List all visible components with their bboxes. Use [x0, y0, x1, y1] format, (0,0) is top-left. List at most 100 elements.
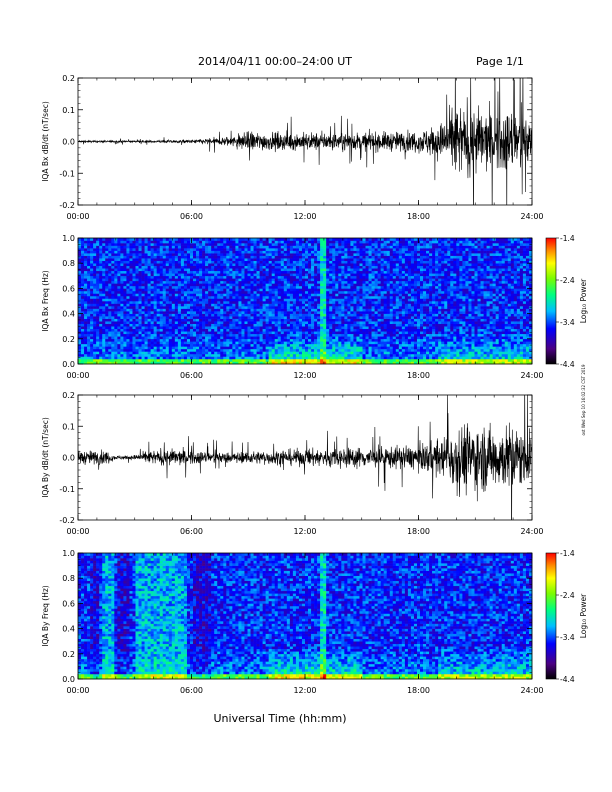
spectrogram-cell [120, 238, 124, 241]
spectrogram-cell [81, 311, 85, 314]
spectrogram-cell [311, 336, 315, 340]
spectrogram-cell [317, 343, 321, 347]
spectrogram-cell [280, 255, 285, 259]
spectrogram-cell [99, 306, 103, 309]
spectrogram-cell [102, 358, 106, 362]
spectrogram-cell [335, 308, 339, 312]
spectrogram-cell [347, 318, 351, 322]
spectrogram-cell [90, 250, 94, 254]
spectrogram-cell [301, 265, 306, 269]
spectrogram-cell [211, 290, 215, 294]
spectrogram-cell [162, 311, 167, 314]
spectrogram-cell [244, 343, 248, 347]
spectrogram-cell [250, 358, 254, 362]
spectrogram-cell [214, 336, 218, 340]
spectrogram-cell [90, 348, 94, 352]
spectrogram-cell [177, 275, 182, 279]
spectrogram-cell [289, 346, 294, 350]
spectrogram-cell [84, 301, 88, 304]
spectrogram-cell [286, 353, 291, 357]
spectrogram-cell [241, 245, 245, 249]
spectrogram-cell [289, 265, 294, 269]
spectrogram-cell [317, 346, 321, 350]
spectrogram-cell [159, 316, 164, 319]
spectrogram-cell [347, 333, 351, 337]
spectrogram-cell [371, 336, 375, 340]
spectrogram-cell [244, 301, 248, 304]
spectrogram-cell [90, 308, 94, 312]
spectrogram-cell [298, 298, 303, 302]
spectrogram-cell [262, 316, 266, 319]
spectrogram-cell [326, 283, 330, 287]
spectrogram-cell [205, 323, 209, 327]
spectrogram-cell [305, 326, 309, 330]
spectrogram-cell [277, 361, 282, 365]
spectrogram-cell [292, 288, 297, 292]
spectrogram-cell [193, 280, 197, 284]
spectrogram-cell [99, 338, 103, 342]
spectrogram-cell [314, 328, 318, 332]
spectrogram-cell [232, 333, 236, 337]
spectrogram-cell [335, 318, 339, 322]
spectrogram-cell [168, 255, 173, 259]
spectrogram-cell [117, 316, 121, 319]
spectrogram-cell [371, 318, 375, 322]
spectrogram-cell [150, 323, 154, 327]
spectrogram-cell [168, 306, 173, 309]
spectrogram-cell [159, 275, 164, 279]
spectrogram-cell [120, 270, 124, 274]
spectrogram-cell [117, 273, 121, 277]
spectrogram-cell [232, 293, 236, 297]
spectrogram-cell [102, 306, 106, 309]
spectrogram-cell [226, 326, 230, 330]
spectrogram-cell [365, 250, 369, 254]
spectrogram-cell [286, 328, 291, 332]
spectrogram-cell [162, 280, 167, 284]
spectrogram-cell [356, 331, 360, 335]
spectrogram-cell [96, 308, 100, 312]
spectrogram-cell [265, 265, 269, 269]
spectrogram-cell [90, 270, 94, 274]
spectrogram-cell [159, 258, 164, 261]
spectrogram-cell [202, 295, 206, 299]
spectrogram-cell [238, 321, 242, 324]
spectrogram-cell [196, 278, 200, 282]
spectrogram-cell [292, 306, 297, 309]
spectrogram-cell [292, 336, 297, 340]
spectrogram-cell [217, 285, 221, 289]
spectrogram-cell [229, 270, 233, 274]
spectrogram-cell [344, 353, 348, 357]
spectrogram-cell [365, 258, 369, 261]
spectrogram-cell [268, 333, 273, 337]
spectrogram-cell [320, 328, 324, 332]
spectrogram-cell [344, 290, 348, 294]
spectrogram-cell [295, 356, 300, 360]
spectrogram-cell [111, 351, 115, 355]
spectrogram-cell [274, 306, 279, 309]
spectrogram-cell [102, 356, 106, 360]
spectrogram-cell [205, 303, 209, 307]
spectrogram-cell [256, 275, 260, 279]
spectrogram-cell [205, 301, 209, 304]
spectrogram-cell [214, 356, 218, 360]
spectrogram-cell [320, 245, 324, 249]
spectrogram-cell [229, 243, 233, 246]
spectrogram-cell [120, 356, 124, 360]
spectrogram-cell [99, 333, 103, 337]
spectrogram-cell [78, 250, 82, 254]
spectrogram-cell [171, 313, 176, 317]
spectrogram-cell [329, 306, 333, 309]
spectrogram-cell [123, 321, 127, 324]
spectrogram-cell [217, 306, 221, 309]
spectrogram-cell [298, 280, 303, 284]
spectrogram-cell [247, 306, 251, 309]
spectrogram-cell [126, 255, 130, 259]
spectrogram-cell [268, 353, 273, 357]
spectrogram-cell [289, 253, 294, 256]
spectrogram-cell [171, 343, 176, 347]
spectrogram-cell [280, 248, 285, 251]
spectrogram-cell [286, 326, 291, 330]
spectrogram-cell [180, 331, 185, 335]
spectrogram-cell [320, 255, 324, 259]
spectrogram-cell [332, 268, 336, 272]
